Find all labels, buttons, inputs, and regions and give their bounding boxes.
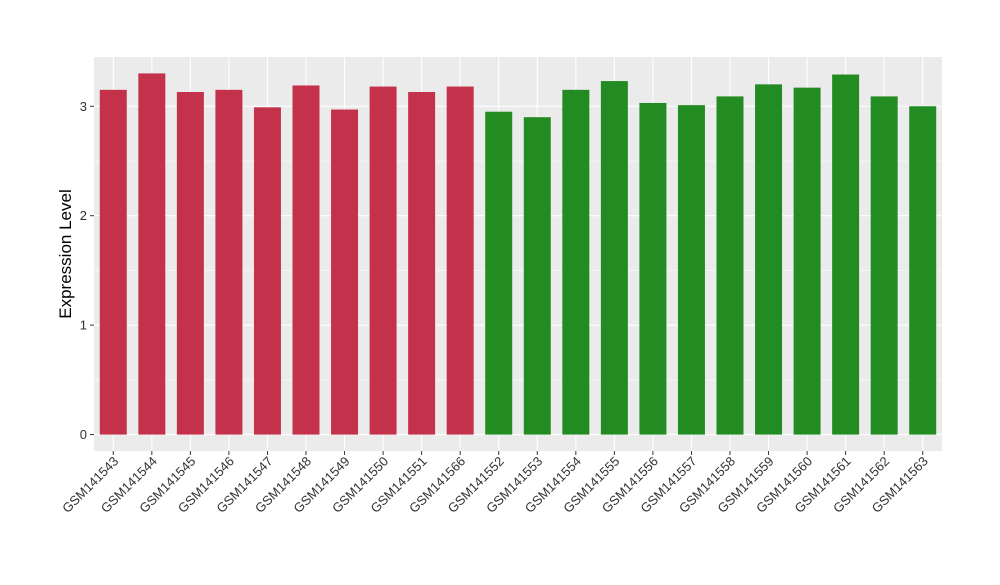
bar-GSM141557 [677, 105, 705, 435]
bar-GSM141549 [331, 109, 359, 435]
bar-GSM141546 [215, 89, 243, 435]
y-tick-label: 0 [80, 427, 87, 442]
y-axis: 0 1 2 3 [80, 99, 94, 442]
bar-GSM141543 [99, 89, 127, 435]
bar-GSM141561 [832, 74, 860, 435]
y-tick-label: 2 [80, 208, 87, 223]
bar-GSM141555 [600, 81, 628, 435]
bar-GSM141562 [870, 96, 898, 435]
bar-GSM141554 [562, 89, 590, 435]
y-axis-title: Expression Level [56, 189, 75, 318]
bar-GSM141552 [485, 111, 513, 435]
x-axis: GSM141543GSM141544GSM141545GSM141546GSM1… [59, 451, 931, 516]
bar-GSM141545 [176, 92, 204, 435]
bar-GSM141556 [639, 102, 667, 435]
bar-GSM141548 [292, 85, 320, 435]
bars-group [99, 73, 937, 435]
bar-GSM141559 [755, 84, 783, 435]
bar-GSM141566 [446, 86, 474, 435]
bar-GSM141544 [138, 73, 166, 435]
bar-GSM141558 [716, 96, 744, 435]
bar-GSM141551 [408, 92, 436, 435]
y-tick-label: 3 [80, 99, 87, 114]
bar-GSM141550 [369, 86, 397, 435]
bar-GSM141553 [523, 117, 551, 435]
bar-GSM141563 [909, 106, 937, 435]
bar-GSM141547 [253, 107, 281, 435]
bar-GSM141560 [793, 87, 821, 435]
y-tick-label: 1 [80, 318, 87, 333]
